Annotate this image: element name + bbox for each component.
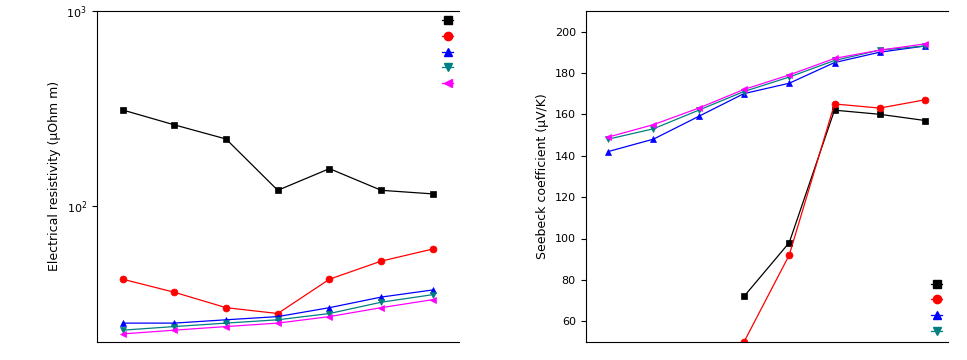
Y-axis label: Electrical resistivity (μOhm m): Electrical resistivity (μOhm m)	[48, 81, 61, 271]
Legend: , , , , : , , , ,	[442, 16, 454, 89]
Y-axis label: Seebeck coefficient (μV/K): Seebeck coefficient (μV/K)	[536, 94, 549, 259]
Legend: , , , : , , ,	[931, 280, 942, 337]
